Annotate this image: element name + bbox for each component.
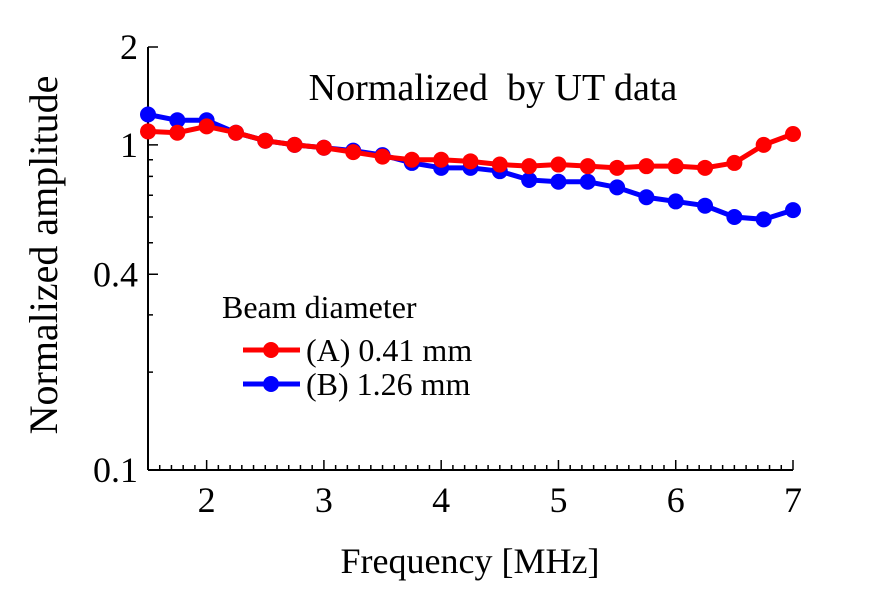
data-point [609,179,626,196]
x-tick-label: 7 [784,480,802,520]
data-point [550,173,567,190]
x-tick-label: 3 [315,480,333,520]
data-point [462,153,479,170]
data-point [169,112,186,129]
data-point [667,158,684,175]
chart-title: Normalized by UT data [309,67,678,109]
series-0 [140,118,801,176]
legend-label: (B) 1.26 mm [306,366,471,402]
legend: Beam diameter (A) 0.41 mm(B) 1.26 mm [222,289,472,402]
data-point [227,124,244,141]
legend-marker [263,376,279,392]
data-point [755,136,772,153]
data-point [345,144,362,161]
data-point [403,151,420,168]
data-point [726,209,743,226]
data-point [638,189,655,206]
data-point [697,159,714,176]
data-point [785,126,801,143]
y-tick-label: 1 [120,125,138,165]
y-axis-label: Normalized amplitude [21,76,66,435]
legend-title: Beam diameter [222,289,417,325]
data-point [140,123,156,140]
data-point [169,124,186,141]
y-tick-label: 0.1 [93,450,138,490]
series-layer [140,106,801,228]
legend-marker [263,342,279,358]
data-point [491,156,508,173]
data-point [667,193,684,210]
data-point [521,158,538,175]
data-point [286,136,303,153]
x-tick-label: 4 [432,480,450,520]
data-point [315,139,332,156]
x-tick-label: 2 [198,480,216,520]
data-point [785,202,801,219]
x-tick-label: 5 [549,480,567,520]
data-point [579,173,596,190]
data-point [521,171,538,188]
legend-label: (A) 0.41 mm [306,332,472,368]
data-point [609,159,626,176]
data-point [697,197,714,214]
y-tick-label: 2 [120,27,138,67]
axes: 2 3 4 5 6 7 0.1 0.4 1 2 [93,27,802,520]
data-point [433,151,450,168]
data-point [374,148,391,165]
data-point [579,158,596,175]
data-point [140,106,156,123]
data-point [198,118,215,135]
x-tick-label: 6 [667,480,685,520]
data-point [638,158,655,175]
data-point [550,156,567,173]
data-point [257,132,274,149]
x-axis-label: Frequency [MHz] [341,541,600,581]
data-point [726,154,743,171]
data-point [755,211,772,228]
y-tick-label: 0.4 [93,254,138,294]
